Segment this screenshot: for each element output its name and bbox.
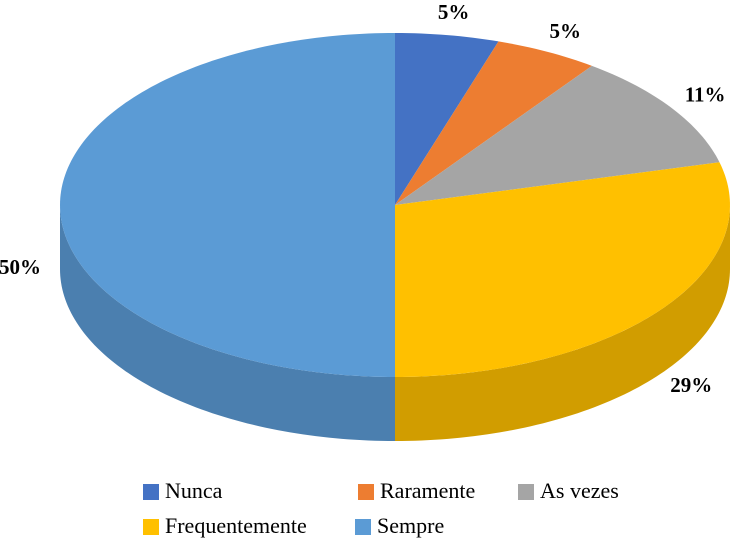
data-label: 11% <box>685 82 726 106</box>
pie-slice <box>395 65 720 205</box>
legend-label: Sempre <box>377 513 444 538</box>
pie-slice <box>395 33 499 205</box>
legend-swatch <box>143 519 159 535</box>
pie-slice <box>60 33 395 377</box>
data-label: 5% <box>549 19 581 43</box>
data-label: 5% <box>438 0 470 24</box>
legend-swatch <box>143 484 159 500</box>
data-label: 50% <box>0 255 41 279</box>
data-label: 29% <box>670 373 712 397</box>
legend-swatch <box>355 519 371 535</box>
legend-swatch <box>358 484 374 500</box>
pie-side <box>395 205 730 441</box>
pie-slice <box>395 41 592 205</box>
legend-label: Raramente <box>380 478 475 503</box>
legend-swatch <box>518 484 534 500</box>
legend-label: As vezes <box>540 478 619 503</box>
legend-label: Frequentemente <box>165 513 307 538</box>
pie-slice <box>395 162 730 377</box>
legend-label: Nunca <box>165 478 223 503</box>
pie-side <box>60 205 395 441</box>
